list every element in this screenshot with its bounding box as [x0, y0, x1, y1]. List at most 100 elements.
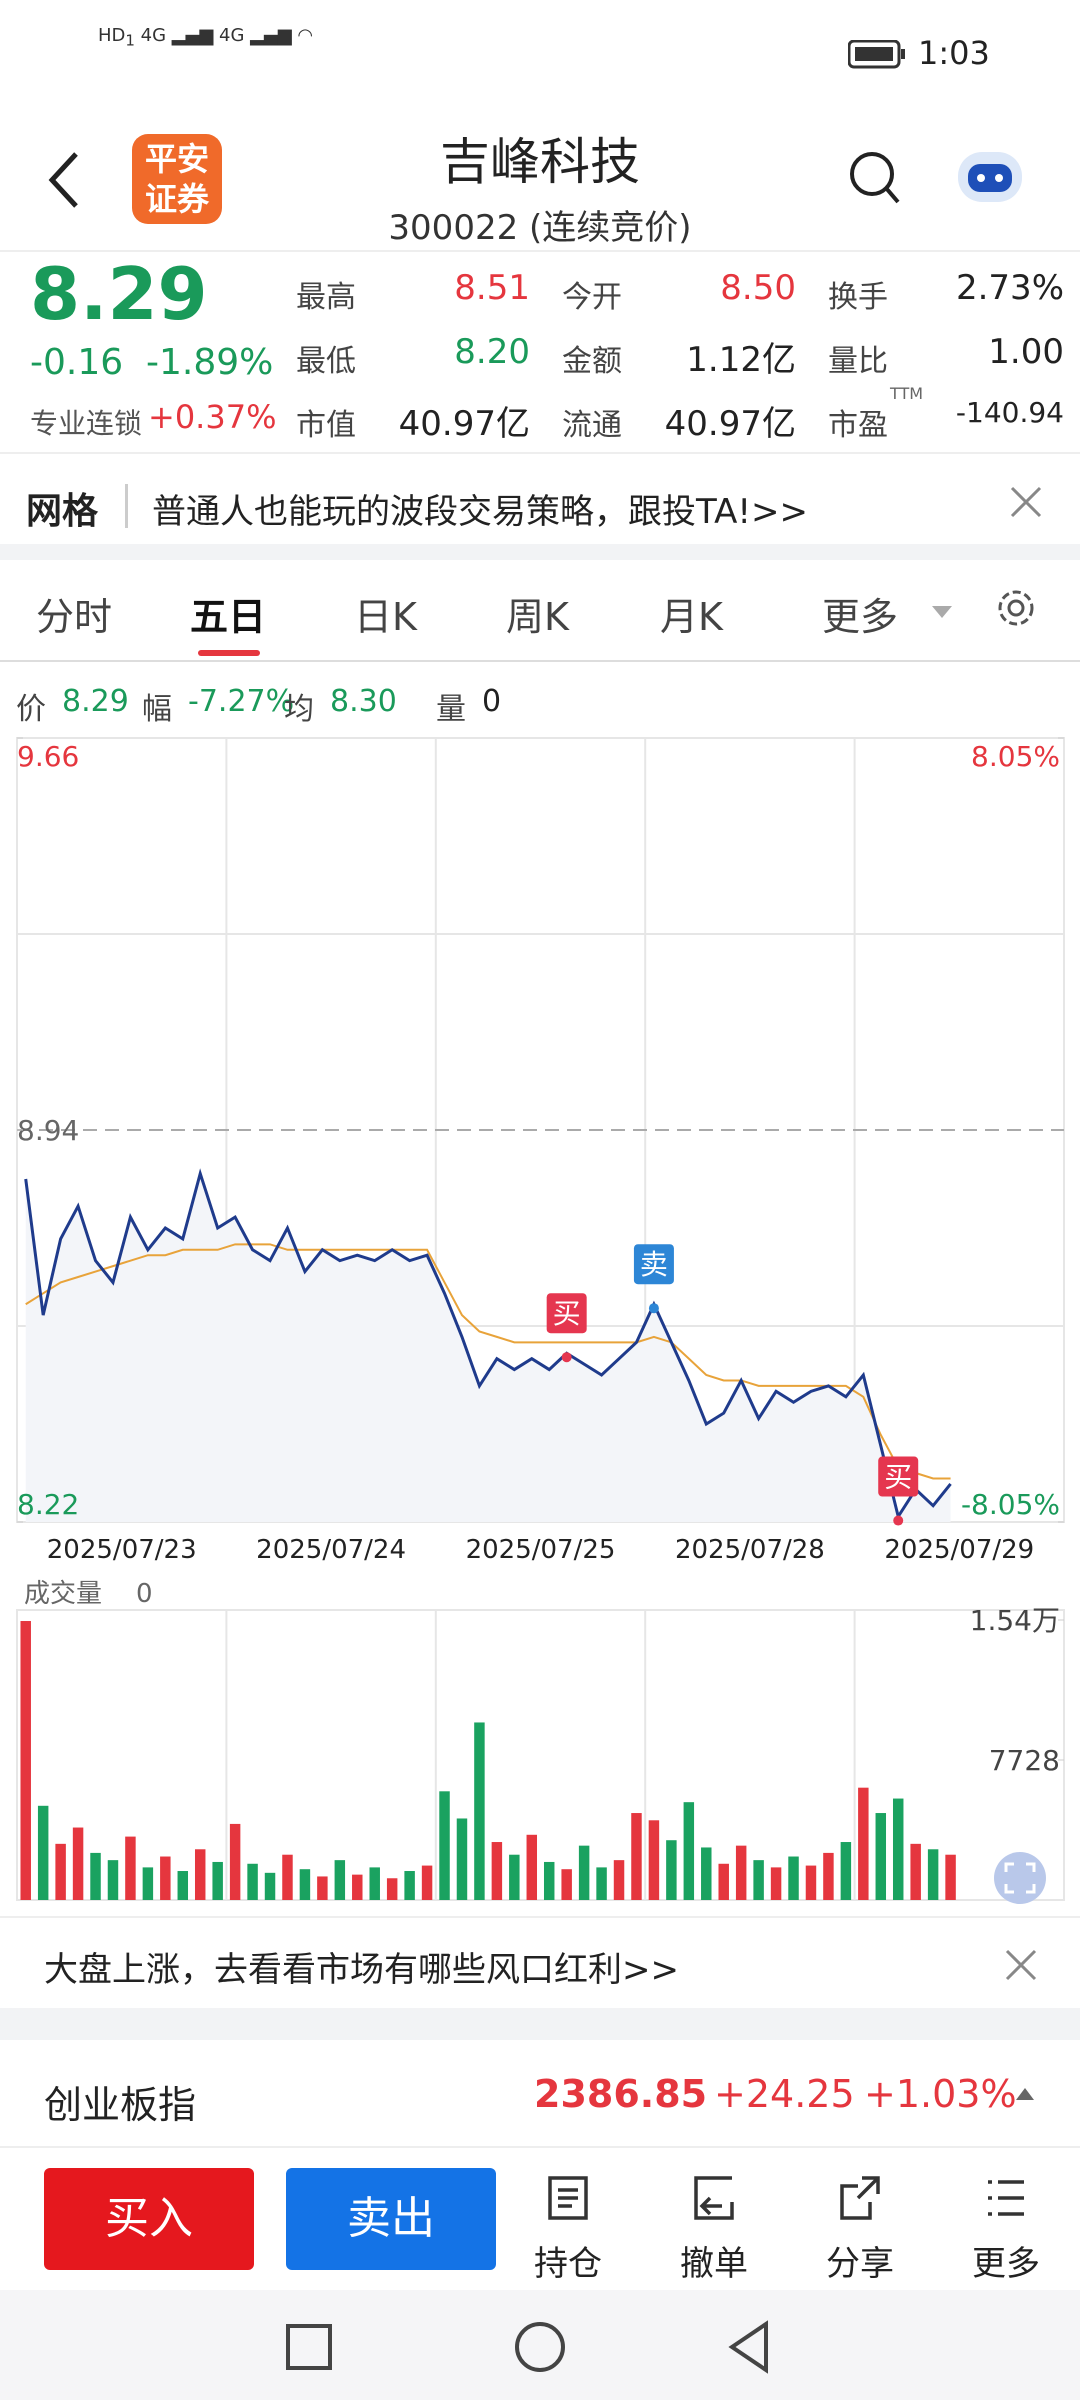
tab[interactable]: 分时	[36, 595, 113, 639]
volume-bar	[352, 1874, 363, 1900]
recent-button[interactable]	[286, 2324, 332, 2370]
field-label: 金额	[562, 344, 622, 379]
battery	[848, 40, 905, 69]
action-label[interactable]: 持仓	[534, 2244, 602, 2284]
volume-bar	[55, 1843, 66, 1900]
tab[interactable]: 周K	[506, 595, 569, 639]
volume-bar	[875, 1813, 887, 1900]
volume-bar	[369, 1867, 380, 1900]
field-value: 1.12亿	[686, 340, 796, 380]
settings-button[interactable]	[994, 586, 1038, 630]
volume-bar	[683, 1802, 695, 1900]
tab[interactable]: 五日	[190, 595, 267, 639]
volume-bar	[858, 1787, 869, 1900]
info-label: 幅	[142, 692, 172, 727]
field-value: -140.94	[955, 396, 1064, 429]
tab[interactable]: 月K	[660, 595, 723, 639]
system-nav	[0, 2290, 1080, 2400]
divider	[0, 250, 1080, 252]
trade-badge	[633, 1244, 674, 1285]
x-tick-label: 2025/07/25	[466, 1535, 616, 1565]
x-tick-label: 2025/07/24	[256, 1535, 406, 1565]
volume-bar	[247, 1863, 258, 1900]
back-nav-button[interactable]	[728, 2320, 768, 2374]
volume-bar	[840, 1842, 852, 1900]
home-button[interactable]	[515, 2322, 565, 2372]
sell-button[interactable]: 卖出	[286, 2168, 496, 2270]
market-banner[interactable]: 大盘上涨，去看看市场有哪些风口红利>>	[44, 1950, 679, 1990]
volume-current: 0	[136, 1579, 153, 1609]
volume-bar	[666, 1840, 677, 1900]
volume-bar	[561, 1869, 572, 1900]
trade-dot	[893, 1515, 904, 1526]
close-button[interactable]	[1008, 484, 1044, 520]
trade-label: 买	[884, 1461, 912, 1494]
field-label: 市盈	[828, 408, 888, 443]
tab[interactable]: 更多	[822, 595, 899, 639]
y2-tick-label: -8.05%	[961, 1488, 1060, 1521]
volume-bar	[177, 1871, 189, 1900]
volume-bar	[334, 1860, 346, 1900]
banner-text[interactable]: 普通人也能玩的波段交易策略，跟投TA!>>	[152, 492, 808, 532]
trade-label: 买	[553, 1297, 581, 1330]
trade-badge	[878, 1456, 919, 1497]
field-label: 流通	[562, 408, 622, 443]
volume-bar	[892, 1798, 904, 1900]
volume-tick-label: 7728	[989, 1744, 1060, 1777]
fullscreen-button[interactable]	[994, 1852, 1046, 1904]
divider	[0, 1916, 1080, 1918]
volume-bar	[404, 1871, 415, 1900]
volume-bar	[753, 1860, 764, 1900]
gap	[0, 2008, 1080, 2040]
signal-icons: HD1 4G ▂▄▆ 4G ▂▄▆ ◠	[98, 25, 314, 50]
action-icon	[988, 2180, 1024, 2216]
search-button[interactable]	[848, 150, 902, 206]
dropdown-arrow	[932, 606, 952, 618]
volume-bar	[735, 1845, 747, 1900]
field-label: 最高	[296, 280, 356, 315]
x-tick-label: 2025/07/28	[675, 1535, 825, 1565]
info-value: 0	[482, 684, 502, 719]
volume-bar	[509, 1854, 520, 1900]
logo-line: 平安	[144, 140, 209, 178]
volume-bar	[317, 1876, 328, 1900]
field-label: 量比	[828, 344, 888, 379]
action-label[interactable]: 分享	[826, 2244, 894, 2284]
volume-bar	[927, 1849, 939, 1900]
volume-bar	[578, 1845, 590, 1900]
volume-bar	[910, 1843, 921, 1900]
buy-button[interactable]: 买入	[44, 2168, 254, 2270]
field-value: 8.51	[454, 268, 530, 308]
clock: 1:03	[918, 34, 990, 72]
trade-dot	[648, 1303, 659, 1314]
volume-bar	[125, 1836, 136, 1900]
x-tick-label: 2025/07/29	[884, 1535, 1034, 1565]
volume-bar	[805, 1865, 817, 1900]
change-pct: -1.89%	[146, 342, 274, 383]
field-value: 8.50	[720, 268, 796, 308]
sector-change: +0.37%	[148, 398, 277, 436]
volume-bar	[823, 1852, 834, 1900]
close-button[interactable]	[1004, 1948, 1038, 1982]
fullscreen-bg	[994, 1852, 1046, 1904]
action-icon	[694, 2176, 734, 2220]
plot-frame	[16, 1609, 1065, 1901]
index-name[interactable]: 创业板指	[44, 2083, 197, 2127]
action-label[interactable]: 更多	[972, 2244, 1040, 2284]
volume-bar	[648, 1820, 660, 1900]
divider	[0, 2146, 1080, 2148]
y-tick-label: 8.22	[17, 1488, 79, 1521]
assistant-icon[interactable]	[950, 142, 1030, 212]
expand-arrow[interactable]	[1014, 2086, 1036, 2102]
back-button[interactable]	[44, 150, 84, 210]
trade-dot	[561, 1352, 572, 1363]
action-label[interactable]: 撤单	[680, 2244, 748, 2284]
gap	[0, 544, 1080, 560]
tab[interactable]: 日K	[354, 595, 417, 639]
field-value: 40.97亿	[664, 404, 796, 444]
volume-bar	[945, 1854, 956, 1900]
sector-label: 专业连锁	[30, 407, 143, 440]
field-value: 2.73%	[955, 268, 1064, 308]
volume-bar	[160, 1856, 171, 1900]
field-label: 市值	[296, 408, 356, 443]
